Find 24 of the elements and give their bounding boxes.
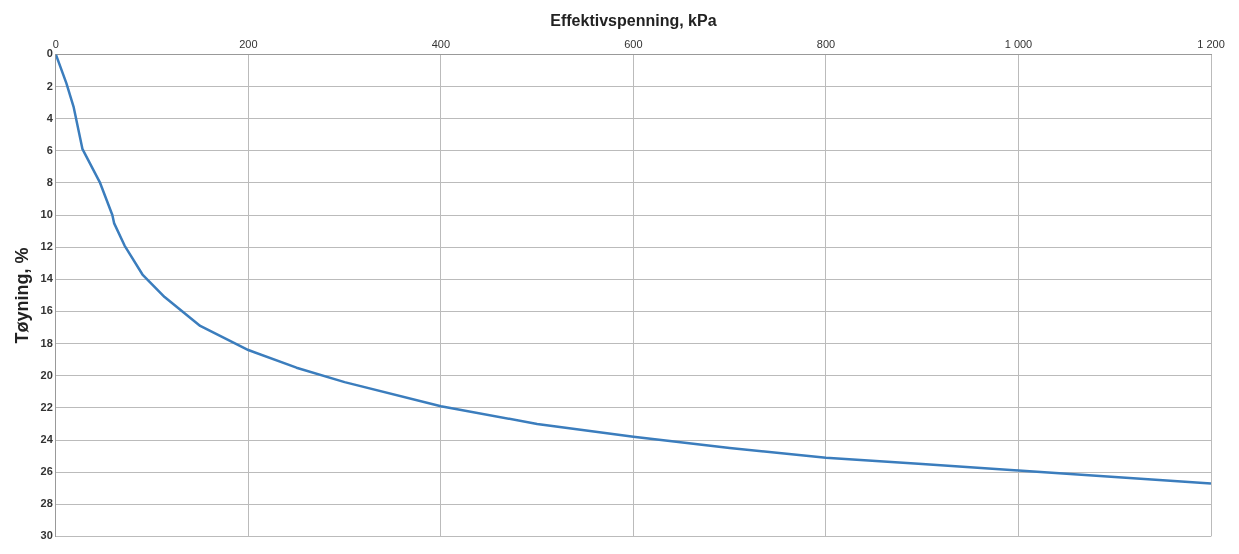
x-tick-label: 400 [431,37,451,50]
x-tick-label: 200 [239,37,258,50]
y-tick-label: 12 [40,240,53,253]
y-tick-label: 2 [46,79,53,92]
y-tick-label: 8 [46,175,53,188]
y-tick-label: 14 [40,272,54,285]
y-tick-label: 30 [40,529,53,542]
y-tick-label: 24 [40,433,54,446]
y-tick-label: 28 [40,497,53,510]
y-tick-label: 18 [40,336,53,349]
y-tick-label: 10 [40,208,53,221]
x-tick-label: 800 [816,37,836,50]
y-tick-label: 26 [40,465,53,478]
x-axis-title: Effektivspenning, kPa [550,12,717,30]
y-tick-label: 6 [46,143,53,156]
x-tick-label: 1 200 [1197,37,1225,50]
y-tick-label: 22 [40,400,53,413]
y-tick-label: 0 [46,47,53,60]
y-tick-label: 4 [46,111,54,124]
x-tick-label: 600 [624,37,643,50]
y-tick-label: 16 [40,304,53,317]
y-axis-title: Tøyning, % [11,247,32,344]
x-tick-label: 1 000 [1004,37,1033,50]
y-tick-label: 20 [40,368,53,381]
